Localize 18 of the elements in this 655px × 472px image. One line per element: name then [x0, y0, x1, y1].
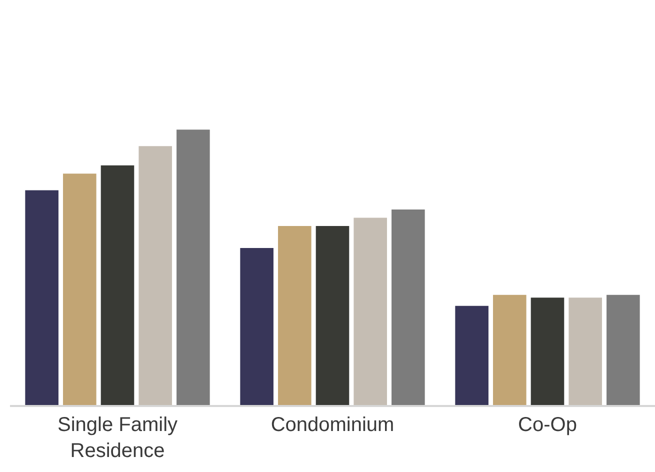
bar	[493, 294, 526, 405]
bar	[316, 226, 350, 405]
bar	[455, 306, 488, 405]
x-tick-label: Single Family Residence	[57, 414, 178, 462]
bar	[63, 174, 96, 405]
bar	[25, 190, 58, 405]
bar	[138, 146, 172, 405]
bar	[568, 298, 602, 405]
x-tick-label: Co-Op	[518, 414, 577, 436]
bar	[606, 294, 640, 405]
bar	[354, 218, 387, 405]
x-tick-label: Condominium	[270, 414, 394, 436]
bar	[176, 130, 210, 405]
bar	[278, 226, 312, 405]
bar	[240, 248, 274, 405]
bar	[100, 165, 134, 405]
bar	[392, 209, 425, 405]
bar	[530, 298, 564, 405]
